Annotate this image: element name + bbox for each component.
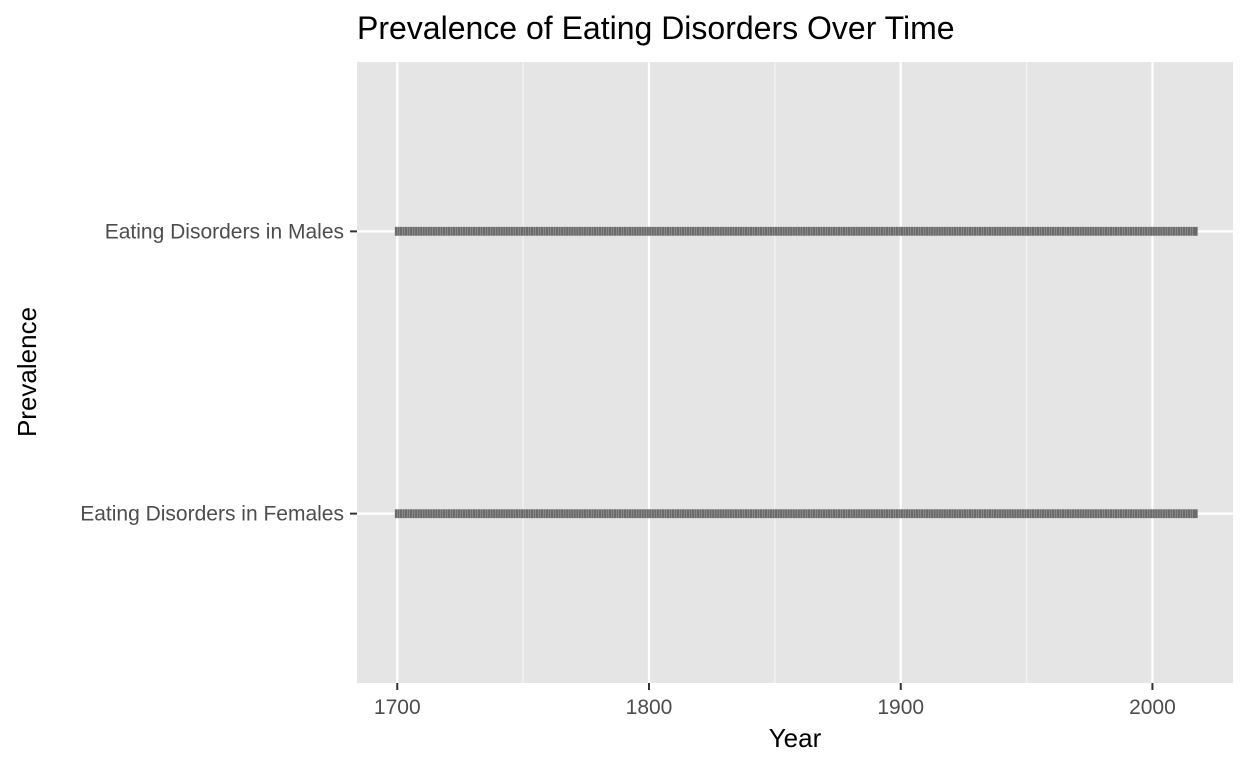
data-point [1192, 226, 1198, 236]
chart-title: Prevalence of Eating Disorders Over Time [357, 10, 955, 46]
x-tick-label: 1700 [374, 696, 421, 719]
y-tick-label: Eating Disorders in Females [80, 503, 344, 526]
x-tick-label: 1900 [877, 696, 924, 719]
x-axis-title: Year [769, 723, 822, 753]
data-marks [394, 226, 1198, 519]
x-tick-label: 1800 [626, 696, 673, 719]
series-points [394, 226, 1198, 236]
data-point [1192, 509, 1198, 519]
series-points [394, 509, 1198, 519]
y-tick-label: Eating Disorders in Males [105, 220, 344, 243]
y-axis-title: Prevalence [12, 307, 42, 437]
plot-panel [357, 62, 1233, 683]
axes: 1700 1800 1900 2000 Eating Disorders in Male… [80, 220, 1176, 719]
x-tick-label: 2000 [1129, 696, 1176, 719]
